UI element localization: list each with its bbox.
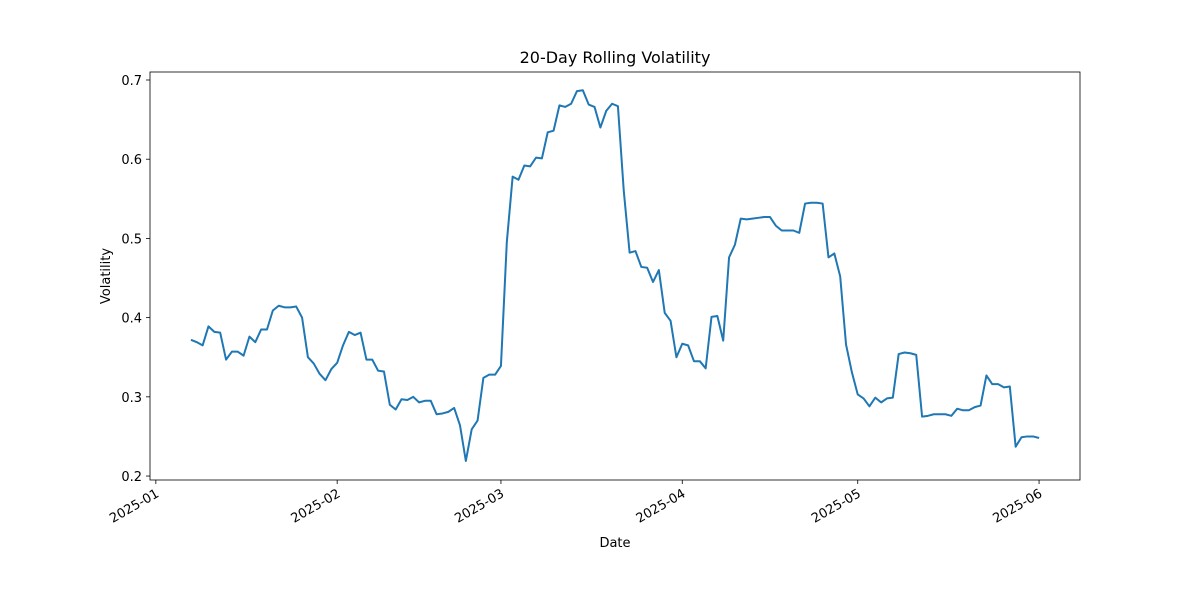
y-tick-label: 0.4: [121, 312, 142, 327]
plot-frame: [149, 71, 1081, 481]
y-tick-label: 0.7: [121, 74, 142, 89]
y-axis-label: Volatility: [99, 248, 114, 304]
y-tick-label: 0.6: [121, 153, 142, 168]
y-tick-label: 0.5: [121, 232, 142, 247]
y-tick-label: 0.3: [121, 391, 142, 406]
x-axis-label: Date: [599, 536, 630, 551]
chart-title: 20-Day Rolling Volatility: [520, 48, 711, 67]
line: [190, 89, 1040, 462]
y-tick-label: 0.2: [121, 470, 142, 485]
